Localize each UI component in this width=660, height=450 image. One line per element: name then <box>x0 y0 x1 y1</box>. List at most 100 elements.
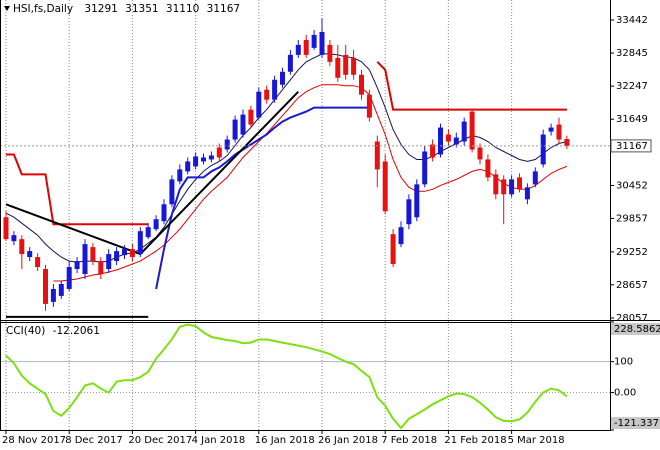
candle-body <box>287 54 293 72</box>
candle-body <box>540 134 546 165</box>
symbol: HSI,fs,Daily <box>13 3 73 15</box>
candle-body <box>311 34 317 48</box>
candle-body <box>438 127 443 155</box>
candle-body <box>461 121 467 142</box>
candle-body <box>398 227 404 245</box>
y-tick-label: 30452 <box>616 180 648 191</box>
price-label: 31167 <box>616 141 648 152</box>
candle-body <box>366 94 372 118</box>
candle-body <box>74 261 80 270</box>
y-tick-box <box>611 323 660 335</box>
candle-body <box>169 179 175 205</box>
step-line <box>376 61 567 111</box>
candle-body <box>256 91 262 118</box>
candle-body <box>335 57 341 78</box>
candle-body <box>153 219 159 230</box>
last-close: 31167 <box>207 3 240 15</box>
x-tick-label: 20 Dec 2017 <box>128 435 192 446</box>
candle-body <box>216 147 222 158</box>
candle-body <box>232 119 238 140</box>
candle-body <box>145 227 151 238</box>
candle-body <box>224 139 230 150</box>
candle-body <box>177 169 183 182</box>
candle-body <box>556 124 562 140</box>
indicator-title: CCI(40) <box>6 325 45 337</box>
candle-body <box>3 217 9 240</box>
candle-body <box>493 174 499 195</box>
candle-body <box>90 247 96 262</box>
cci-line <box>5 323 568 430</box>
candle-body <box>137 231 143 255</box>
candle-body <box>122 249 127 256</box>
candle-body <box>548 127 554 132</box>
candle-body <box>114 251 120 262</box>
candle-body <box>343 54 349 75</box>
candle-body <box>501 179 507 195</box>
candle-body <box>414 184 420 218</box>
candle-body <box>445 134 451 142</box>
y-tick-label: 28657 <box>616 280 648 291</box>
step-line <box>155 106 370 290</box>
candle-body <box>390 234 396 265</box>
candle-body <box>532 171 538 185</box>
candle-body <box>374 141 380 170</box>
candle-body <box>469 111 475 150</box>
y-tick-label: 29252 <box>616 247 648 258</box>
last-low: 31110 <box>166 3 199 15</box>
candle-body <box>66 267 72 289</box>
candle-body <box>430 144 436 158</box>
trendline <box>5 203 141 256</box>
y-tick-label: 100 <box>614 357 633 368</box>
y-tick-label: 29857 <box>616 213 648 224</box>
candle-body <box>27 251 33 258</box>
candle-body <box>185 161 191 172</box>
x-tick-label: 8 Dec 2017 <box>65 435 123 446</box>
symbol-icon <box>4 6 10 11</box>
candle-body <box>161 204 167 222</box>
candle-body <box>35 257 41 268</box>
step-line <box>6 153 149 226</box>
candle-body <box>208 155 214 160</box>
candle-body <box>106 254 112 270</box>
x-tick-label: 4 Jan 2018 <box>192 435 246 446</box>
x-tick-label: 26 Jan 2018 <box>318 435 378 446</box>
y-tick-label: 28057 <box>616 313 648 324</box>
indicator-header: CCI(40) -12.2061 <box>6 325 100 337</box>
last-open: 31291 <box>84 3 117 15</box>
candle-body <box>477 147 483 160</box>
x-tick-label: 21 Feb 2018 <box>444 435 506 446</box>
last-high: 31351 <box>125 3 158 15</box>
trendline <box>139 91 300 255</box>
moving-average <box>53 84 568 282</box>
y-tick-label: 31649 <box>616 114 648 125</box>
y-tick-label: 32247 <box>616 81 648 92</box>
candle-body <box>485 159 491 178</box>
candle-body <box>564 139 570 146</box>
candle-body <box>82 244 88 275</box>
candle-body <box>272 79 278 100</box>
candle-body <box>193 156 199 167</box>
candle-body <box>240 114 246 135</box>
candle-body <box>351 57 357 75</box>
candle-body <box>382 161 388 212</box>
candle-body <box>280 71 285 85</box>
candle-body <box>295 44 301 55</box>
candle-body <box>453 137 459 145</box>
plot-area <box>0 17 610 430</box>
candle-body <box>303 39 309 55</box>
candle-body <box>98 261 104 275</box>
candle-body <box>319 31 325 55</box>
candle-body <box>327 44 333 62</box>
candle-body <box>19 239 25 255</box>
x-tick-label: 7 Feb 2018 <box>381 435 437 446</box>
candle-body <box>11 235 17 242</box>
candle-body <box>422 151 428 185</box>
y-tick-label: 33442 <box>616 15 648 26</box>
candle-body <box>201 157 206 162</box>
candle-body <box>509 179 515 195</box>
x-tick-label: 16 Jan 2018 <box>255 435 315 446</box>
x-tick-label: 28 Nov 2017 <box>2 435 66 446</box>
y-tick-label: 228.5862 <box>614 324 660 335</box>
candle-body <box>50 288 56 302</box>
